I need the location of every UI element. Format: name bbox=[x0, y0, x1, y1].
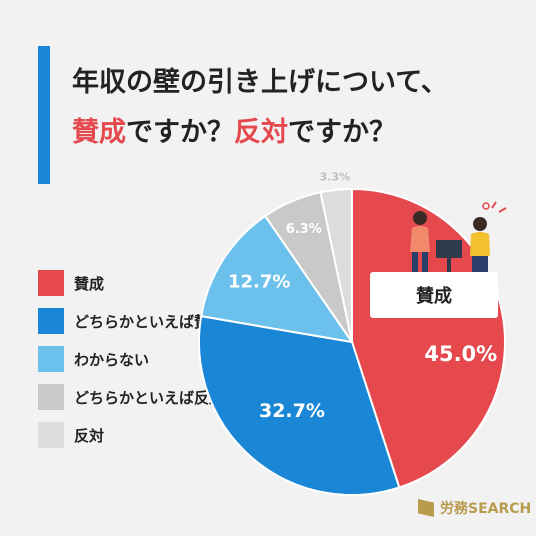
people-discussion-illustration bbox=[410, 201, 507, 272]
legend-label: 反対 bbox=[74, 426, 105, 445]
callout-agree: 賛成 bbox=[370, 272, 498, 318]
brand: 労務SEARCH bbox=[418, 498, 531, 518]
brand-name: 労務SEARCH bbox=[440, 501, 532, 517]
pie-slice-value-label: 6.3% bbox=[286, 222, 322, 237]
title-highlight-agree: 賛成 bbox=[72, 117, 126, 148]
pie-slice bbox=[319, 187, 353, 343]
legend-item: どちらかといえば賛成 bbox=[38, 308, 224, 334]
title-accent-bar bbox=[38, 46, 50, 184]
chart-title: 年収の壁の引き上げについて、 賛成ですか？反対ですか？ bbox=[72, 58, 448, 158]
title-highlight-oppose: 反対 bbox=[234, 117, 288, 148]
legend-item: 反対 bbox=[38, 422, 224, 448]
title-question-1: ですか？ bbox=[126, 117, 234, 148]
legend-item: 賛成 bbox=[38, 270, 224, 296]
legend-swatch bbox=[38, 422, 64, 448]
pie-slice bbox=[351, 187, 506, 489]
pie-slice-value-label: 12.7% bbox=[228, 272, 290, 293]
legend-swatch bbox=[38, 384, 64, 410]
legend-label: 賛成 bbox=[74, 274, 105, 293]
pie-slice bbox=[198, 315, 401, 496]
legend-label: どちらかといえば反対 bbox=[74, 388, 225, 407]
chart-legend: 賛成 どちらかといえば賛成 わからない どちらかといえば反対 反対 bbox=[38, 270, 224, 460]
legend-item: どちらかといえば反対 bbox=[38, 384, 224, 410]
brand-logo-icon bbox=[418, 499, 434, 517]
legend-label: どちらかといえば賛成 bbox=[74, 312, 225, 331]
legend-swatch bbox=[38, 308, 64, 334]
title-question-2: ですか？ bbox=[288, 117, 396, 148]
callout-label: 賛成 bbox=[416, 286, 452, 307]
pie-slice-value-label: 45.0% bbox=[424, 342, 497, 366]
pie-slice-value-label: 32.7% bbox=[259, 400, 325, 422]
pie-slice bbox=[200, 214, 355, 344]
legend-swatch bbox=[38, 346, 64, 372]
title-line-1: 年収の壁の引き上げについて、 bbox=[72, 67, 448, 98]
legend-swatch bbox=[38, 270, 64, 296]
pie-slice-value-label: 3.3% bbox=[320, 171, 351, 184]
legend-item: わからない bbox=[38, 346, 224, 372]
legend-label: わからない bbox=[74, 350, 150, 369]
